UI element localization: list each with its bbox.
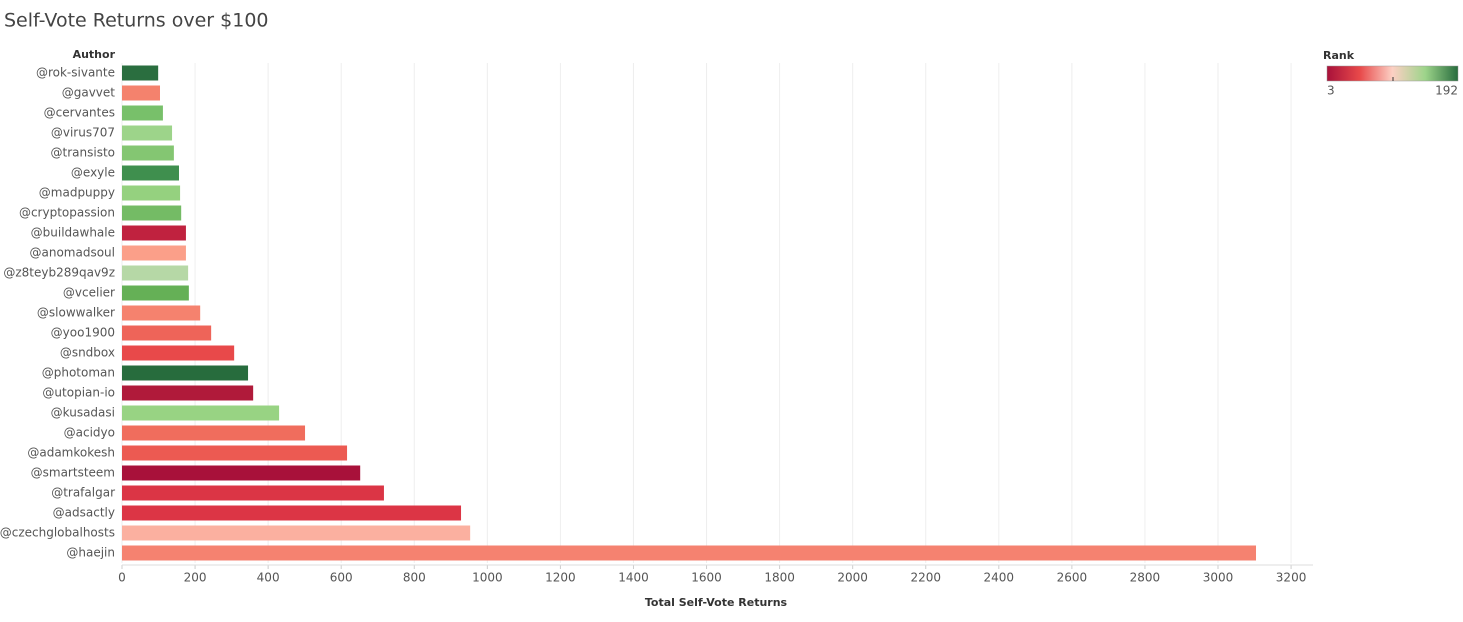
x-tick-label: 3000 xyxy=(1203,571,1234,585)
y-tick-label: @madpuppy xyxy=(39,186,115,200)
bar xyxy=(122,285,189,301)
x-tick-label: 2600 xyxy=(1057,571,1088,585)
bar xyxy=(122,345,235,361)
y-tick-label: @kusadasi xyxy=(51,406,115,420)
bar xyxy=(122,65,159,81)
y-tick-label: @acidyo xyxy=(64,426,115,440)
bar xyxy=(122,185,181,201)
bar xyxy=(122,125,173,141)
x-tick-label: 2400 xyxy=(984,571,1015,585)
y-tick-label: @rok-sivante xyxy=(36,66,115,80)
bar xyxy=(122,105,163,121)
y-tick-label: @cryptopassion xyxy=(19,206,115,220)
y-tick-label: @utopian-io xyxy=(42,386,115,400)
y-tick-label: @z8teyb289qav9z xyxy=(3,266,115,280)
bar xyxy=(122,305,201,321)
x-tick-label: 1400 xyxy=(618,571,649,585)
bar xyxy=(122,485,384,501)
bar xyxy=(122,405,280,421)
chart-title: Self-Vote Returns over $100 xyxy=(4,10,269,32)
y-tick-label: @photoman xyxy=(42,366,115,380)
y-tick-label: @yoo1900 xyxy=(51,326,115,340)
y-tick-label: @anomadsoul xyxy=(30,246,116,260)
x-tick-label: 1200 xyxy=(545,571,576,585)
x-axis-title: Total Self-Vote Returns xyxy=(645,596,788,609)
y-tick-label: @czechglobalhosts xyxy=(0,526,115,540)
x-tick-label: 600 xyxy=(330,571,353,585)
bar xyxy=(122,445,348,461)
y-axis-title: Author xyxy=(73,48,116,61)
y-tick-label: @adsactly xyxy=(53,506,115,520)
y-tick-label: @slowwalker xyxy=(37,306,115,320)
legend-min: 3 xyxy=(1327,84,1335,98)
y-tick-label: @cervantes xyxy=(44,106,115,120)
bar xyxy=(122,425,306,441)
bar xyxy=(122,525,471,541)
bar xyxy=(122,205,182,221)
bar xyxy=(122,245,186,261)
x-tick-label: 0 xyxy=(118,571,126,585)
bar xyxy=(122,165,179,181)
y-tick-label: @vcelier xyxy=(63,286,115,300)
x-tick-label: 2200 xyxy=(910,571,941,585)
y-tick-label: @trafalgar xyxy=(51,486,115,500)
y-tick-label: @smartsteem xyxy=(31,466,115,480)
y-tick-label: @transisto xyxy=(51,146,115,160)
legend-title: Rank xyxy=(1323,49,1355,62)
y-tick-label: @buildawhale xyxy=(31,226,115,240)
y-tick-label: @exyle xyxy=(71,166,115,180)
y-tick-label: @sndbox xyxy=(60,346,115,360)
x-tick-label: 3200 xyxy=(1276,571,1307,585)
x-tick-label: 1000 xyxy=(472,571,503,585)
bar xyxy=(122,225,186,241)
bar xyxy=(122,505,462,521)
y-tick-label: @haejin xyxy=(66,546,115,560)
bar xyxy=(122,465,361,481)
x-tick-label: 400 xyxy=(257,571,280,585)
y-tick-label: @virus707 xyxy=(51,126,115,140)
bar xyxy=(122,85,160,101)
x-tick-label: 2800 xyxy=(1130,571,1161,585)
bar xyxy=(122,545,1257,561)
x-tick-label: 200 xyxy=(184,571,207,585)
legend-max: 192 xyxy=(1435,84,1458,98)
bar xyxy=(122,265,189,281)
x-tick-label: 800 xyxy=(403,571,426,585)
y-tick-label: @adamkokesh xyxy=(27,446,115,460)
x-tick-label: 2000 xyxy=(837,571,868,585)
x-tick-label: 1800 xyxy=(764,571,795,585)
bar xyxy=(122,145,174,161)
y-tick-label: @gavvet xyxy=(62,86,116,100)
bar xyxy=(122,365,249,381)
bar xyxy=(122,325,212,341)
x-tick-label: 1600 xyxy=(691,571,722,585)
bar xyxy=(122,385,254,401)
